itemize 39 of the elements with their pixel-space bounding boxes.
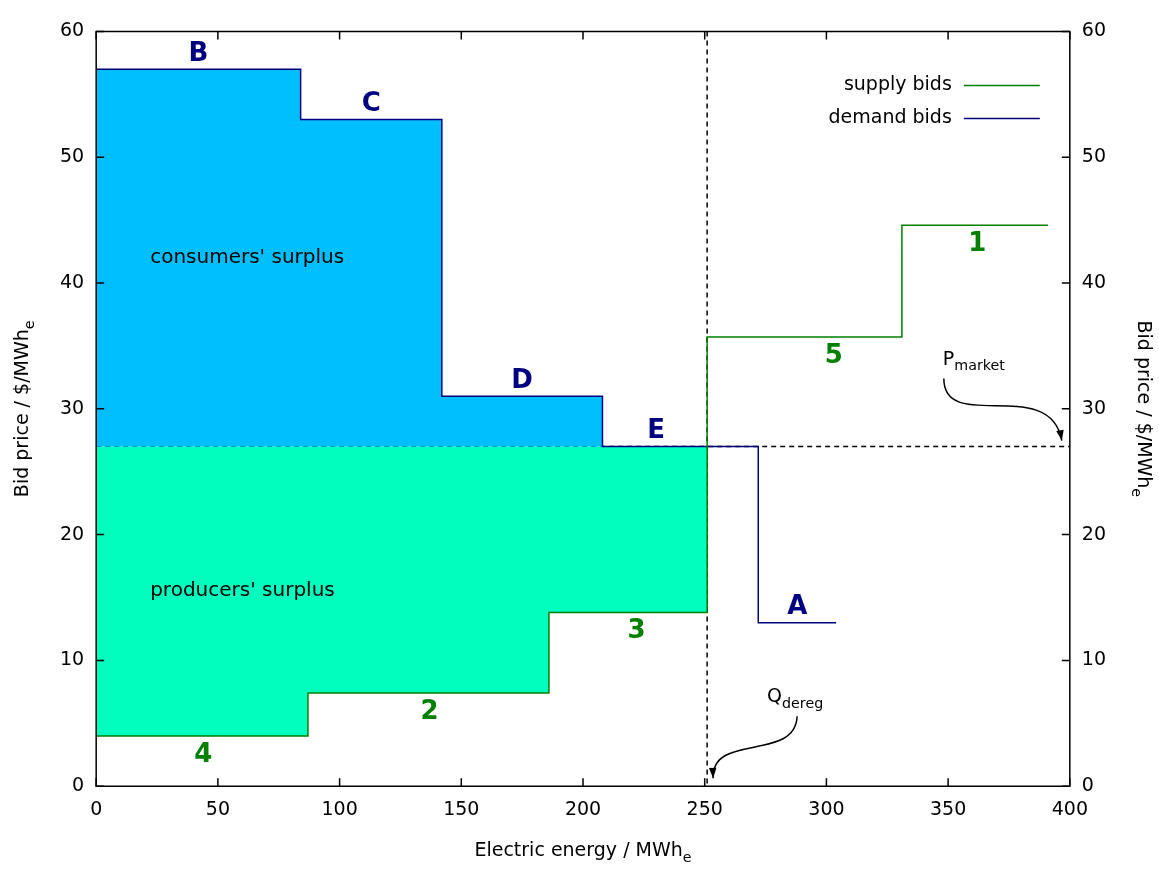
x-tick-label: 300 (808, 796, 845, 819)
x-tick-label: 400 (1051, 796, 1088, 819)
y-tick-label: 50 (59, 144, 85, 167)
y2-tick-label: 10 (1081, 647, 1107, 670)
y-tick-label: 0 (72, 773, 85, 796)
y2-tick-label: 30 (1081, 395, 1107, 418)
legend-label: supply bids (843, 72, 952, 95)
y2-tick-label: 60 (1081, 18, 1107, 41)
annotation: C (361, 87, 381, 118)
y2-tick-label: 50 (1081, 144, 1107, 167)
annotation: D (511, 363, 533, 394)
series-label: consumers' surplus (150, 244, 345, 269)
y2-axis-title: Bid price / $/MWhe (1129, 320, 1156, 498)
annotation: A (787, 590, 808, 621)
y-axis-title: Bid price / $/MWhe (10, 320, 37, 498)
annotation: 1 (968, 226, 987, 257)
annotation: 5 (824, 338, 843, 369)
y2-tick-label: 20 (1081, 521, 1107, 544)
y-tick-label: 30 (59, 395, 85, 418)
x-tick-label: 200 (564, 796, 602, 819)
series-label: producers' surplus (150, 577, 335, 602)
annotation: 3 (627, 614, 646, 645)
x-tick-label: 0 (90, 796, 103, 819)
x-tick-label: 350 (929, 796, 967, 819)
y2-tick-label: 0 (1081, 773, 1094, 796)
x-tick-label: 50 (205, 796, 230, 819)
x-tick-label: 100 (321, 796, 358, 819)
annotation: B (188, 36, 209, 67)
y2-tick-label: 40 (1081, 269, 1107, 292)
y-tick-label: 10 (59, 647, 85, 670)
y-tick-label: 40 (59, 269, 85, 292)
annotation: 2 (420, 694, 439, 725)
y-tick-label: 60 (59, 18, 85, 41)
annotation: E (647, 414, 665, 445)
x-tick-label: 150 (443, 796, 480, 819)
legend-label: demand bids (828, 105, 952, 128)
x-tick-label: 250 (686, 796, 723, 819)
annotation: 4 (194, 737, 213, 768)
y-tick-label: 20 (59, 521, 85, 544)
